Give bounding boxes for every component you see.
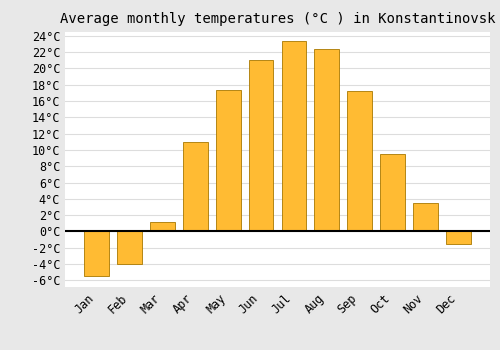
Bar xyxy=(348,91,372,231)
Bar xyxy=(84,231,109,276)
Bar xyxy=(446,231,470,244)
Bar xyxy=(282,41,306,231)
Bar xyxy=(150,222,174,231)
Bar xyxy=(216,90,240,231)
Bar xyxy=(183,142,208,231)
Bar xyxy=(413,203,438,231)
Bar xyxy=(248,60,274,231)
Bar xyxy=(314,49,339,231)
Bar xyxy=(380,154,405,231)
Title: Average monthly temperatures (°C ) in Konstantinovsk: Average monthly temperatures (°C ) in Ko… xyxy=(60,12,495,26)
Bar xyxy=(117,231,142,264)
